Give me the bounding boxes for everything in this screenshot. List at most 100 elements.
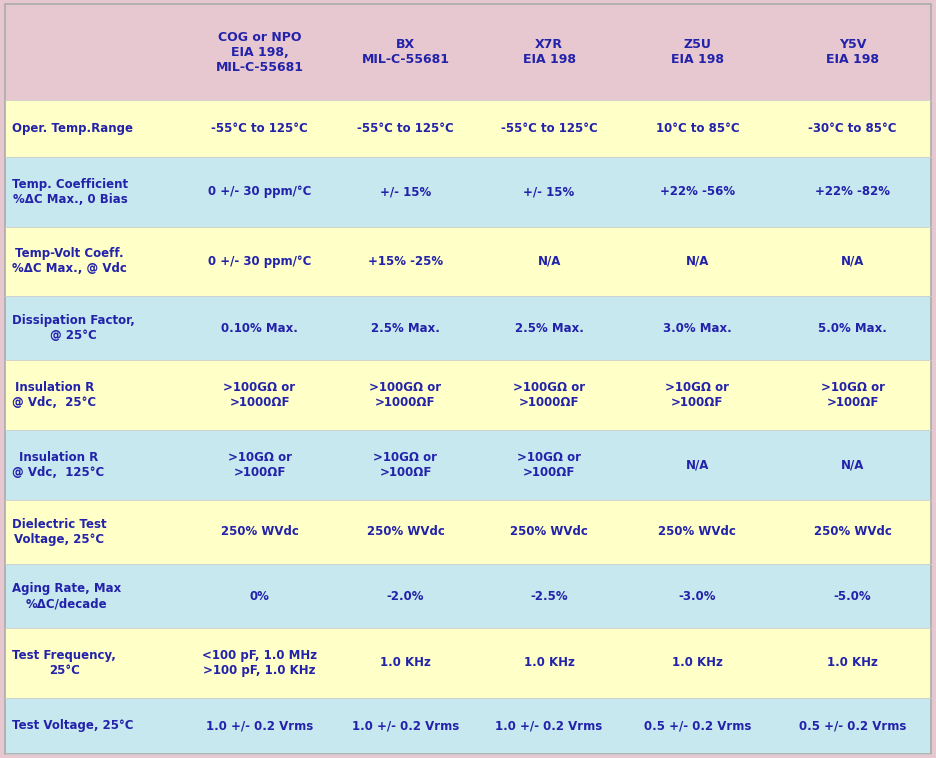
Text: N/A: N/A (841, 459, 864, 471)
Text: +/- 15%: +/- 15% (523, 185, 575, 199)
Bar (774, 500, 931, 564)
Text: Dielectric Test
Voltage, 25°C: Dielectric Test Voltage, 25°C (12, 518, 107, 546)
Text: N/A: N/A (686, 459, 709, 471)
Bar (774, 564, 931, 628)
Text: -5.0%: -5.0% (834, 590, 871, 603)
Text: 1.0 KHz: 1.0 KHz (672, 656, 723, 669)
Bar (333, 296, 477, 361)
Bar (621, 697, 774, 754)
Text: Insulation R
@ Vdc,  25°C: Insulation R @ Vdc, 25°C (12, 381, 96, 409)
Text: N/A: N/A (537, 255, 561, 268)
Text: 0.5 +/- 0.2 Vrms: 0.5 +/- 0.2 Vrms (644, 719, 751, 732)
Bar (621, 296, 774, 361)
Text: -55°C to 125°C: -55°C to 125°C (357, 122, 454, 135)
Bar (774, 157, 931, 227)
Bar (621, 227, 774, 296)
Bar (774, 430, 931, 500)
Bar (477, 157, 621, 227)
Bar (774, 697, 931, 754)
Text: -2.0%: -2.0% (387, 590, 424, 603)
Text: 250% WVdc: 250% WVdc (221, 525, 299, 538)
Text: 1.0 +/- 0.2 Vrms: 1.0 +/- 0.2 Vrms (206, 719, 314, 732)
Text: >10GΩ or
>100ΩF: >10GΩ or >100ΩF (227, 451, 291, 479)
Bar (333, 101, 477, 157)
Bar (333, 430, 477, 500)
Text: <100 pF, 1.0 MHz
>100 pF, 1.0 KHz: <100 pF, 1.0 MHz >100 pF, 1.0 KHz (202, 649, 317, 677)
Bar (333, 4, 477, 101)
Bar (185, 628, 333, 697)
Bar (185, 296, 333, 361)
Text: +/- 15%: +/- 15% (380, 185, 431, 199)
Bar (185, 101, 333, 157)
Bar (333, 227, 477, 296)
Text: 1.0 KHz: 1.0 KHz (523, 656, 575, 669)
Bar (774, 4, 931, 101)
Text: Y5V
EIA 198: Y5V EIA 198 (826, 38, 879, 66)
Text: 0%: 0% (250, 590, 270, 603)
Bar (774, 361, 931, 430)
Bar (477, 227, 621, 296)
Bar (621, 157, 774, 227)
Bar (5, 697, 185, 754)
Text: +15% -25%: +15% -25% (368, 255, 443, 268)
Text: >10GΩ or
>100ΩF: >10GΩ or >100ΩF (665, 381, 729, 409)
Text: 250% WVdc: 250% WVdc (813, 525, 891, 538)
Text: Aging Rate, Max
%ΔC/decade: Aging Rate, Max %ΔC/decade (12, 582, 122, 610)
Text: 0.5 +/- 0.2 Vrms: 0.5 +/- 0.2 Vrms (798, 719, 906, 732)
Text: 250% WVdc: 250% WVdc (510, 525, 588, 538)
Text: Oper. Temp.Range: Oper. Temp.Range (12, 122, 133, 135)
Text: Temp-Volt Coeff.
%ΔC Max., @ Vdc: Temp-Volt Coeff. %ΔC Max., @ Vdc (12, 247, 127, 275)
Bar (477, 101, 621, 157)
Text: Insulation R
@ Vdc,  125°C: Insulation R @ Vdc, 125°C (12, 451, 105, 479)
Bar (621, 500, 774, 564)
Bar (477, 628, 621, 697)
Text: >10GΩ or
>100ΩF: >10GΩ or >100ΩF (373, 451, 437, 479)
Text: -55°C to 125°C: -55°C to 125°C (212, 122, 308, 135)
Text: >10GΩ or
>100ΩF: >10GΩ or >100ΩF (821, 381, 885, 409)
Bar (185, 430, 333, 500)
Bar (5, 500, 185, 564)
Text: -2.5%: -2.5% (531, 590, 568, 603)
Text: 250% WVdc: 250% WVdc (658, 525, 737, 538)
Bar (185, 361, 333, 430)
Text: 1.0 +/- 0.2 Vrms: 1.0 +/- 0.2 Vrms (352, 719, 459, 732)
Text: X7R
EIA 198: X7R EIA 198 (522, 38, 576, 66)
Bar (5, 4, 185, 101)
Text: -3.0%: -3.0% (679, 590, 716, 603)
Bar (185, 697, 333, 754)
Text: 1.0 KHz: 1.0 KHz (380, 656, 431, 669)
Text: 1.0 KHz: 1.0 KHz (827, 656, 878, 669)
Text: >100GΩ or
>1000ΩF: >100GΩ or >1000ΩF (370, 381, 442, 409)
Bar (333, 628, 477, 697)
Bar (621, 101, 774, 157)
Text: COG or NPO
EIA 198,
MIL-C-55681: COG or NPO EIA 198, MIL-C-55681 (215, 30, 303, 74)
Bar (774, 227, 931, 296)
Bar (333, 361, 477, 430)
Text: 1.0 +/- 0.2 Vrms: 1.0 +/- 0.2 Vrms (495, 719, 603, 732)
Text: >10GΩ or
>100ΩF: >10GΩ or >100ΩF (517, 451, 581, 479)
Bar (477, 4, 621, 101)
Text: N/A: N/A (841, 255, 864, 268)
Bar (477, 361, 621, 430)
Bar (621, 430, 774, 500)
Bar (477, 697, 621, 754)
Text: Dissipation Factor,
@ 25°C: Dissipation Factor, @ 25°C (12, 315, 135, 343)
Text: +22% -56%: +22% -56% (660, 185, 735, 199)
Text: Test Frequency,
25°C: Test Frequency, 25°C (12, 649, 116, 677)
Bar (621, 361, 774, 430)
Bar (477, 430, 621, 500)
Text: 2.5% Max.: 2.5% Max. (371, 322, 440, 335)
Text: 0 +/- 30 ppm/°C: 0 +/- 30 ppm/°C (208, 185, 311, 199)
Bar (185, 500, 333, 564)
Text: -55°C to 125°C: -55°C to 125°C (501, 122, 597, 135)
Text: 3.0% Max.: 3.0% Max. (663, 322, 732, 335)
Bar (185, 227, 333, 296)
Bar (774, 101, 931, 157)
Bar (185, 564, 333, 628)
Bar (621, 564, 774, 628)
Text: Test Voltage, 25°C: Test Voltage, 25°C (12, 719, 134, 732)
Bar (5, 157, 185, 227)
Text: 0.10% Max.: 0.10% Max. (221, 322, 298, 335)
Bar (5, 101, 185, 157)
Bar (5, 564, 185, 628)
